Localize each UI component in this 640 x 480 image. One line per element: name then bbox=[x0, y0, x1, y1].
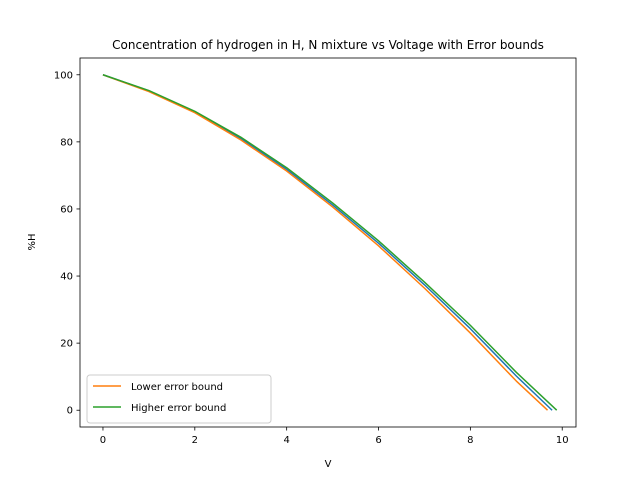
legend-label: Higher error bound bbox=[131, 403, 226, 414]
axes-frame bbox=[79, 57, 577, 428]
x-tick-label: 2 bbox=[192, 435, 198, 446]
y-tick-label: 80 bbox=[60, 137, 73, 148]
x-tick-label: 10 bbox=[556, 435, 569, 446]
y-tick-label: 20 bbox=[60, 339, 73, 350]
legend: Lower error bound Higher error bound bbox=[86, 374, 272, 424]
x-tick-label: 8 bbox=[467, 435, 473, 446]
series-line-3 bbox=[102, 74, 558, 411]
y-tick-label: 60 bbox=[60, 204, 73, 215]
x-axis-label: V bbox=[325, 459, 332, 470]
y-axis-label: %H bbox=[27, 233, 38, 250]
y-tick-label: 100 bbox=[54, 70, 73, 81]
series-line-2 bbox=[102, 74, 549, 411]
x-tick-label: 0 bbox=[100, 435, 106, 446]
x-tick-label: 4 bbox=[283, 435, 289, 446]
x-tick-label: 6 bbox=[375, 435, 381, 446]
legend-box bbox=[86, 374, 272, 424]
y-tick-label: 0 bbox=[67, 406, 73, 417]
y-tick-label: 40 bbox=[60, 272, 73, 283]
chart-title: Concentration of hydrogen in H, N mixtur… bbox=[112, 38, 544, 52]
legend-label: Lower error bound bbox=[131, 382, 223, 393]
